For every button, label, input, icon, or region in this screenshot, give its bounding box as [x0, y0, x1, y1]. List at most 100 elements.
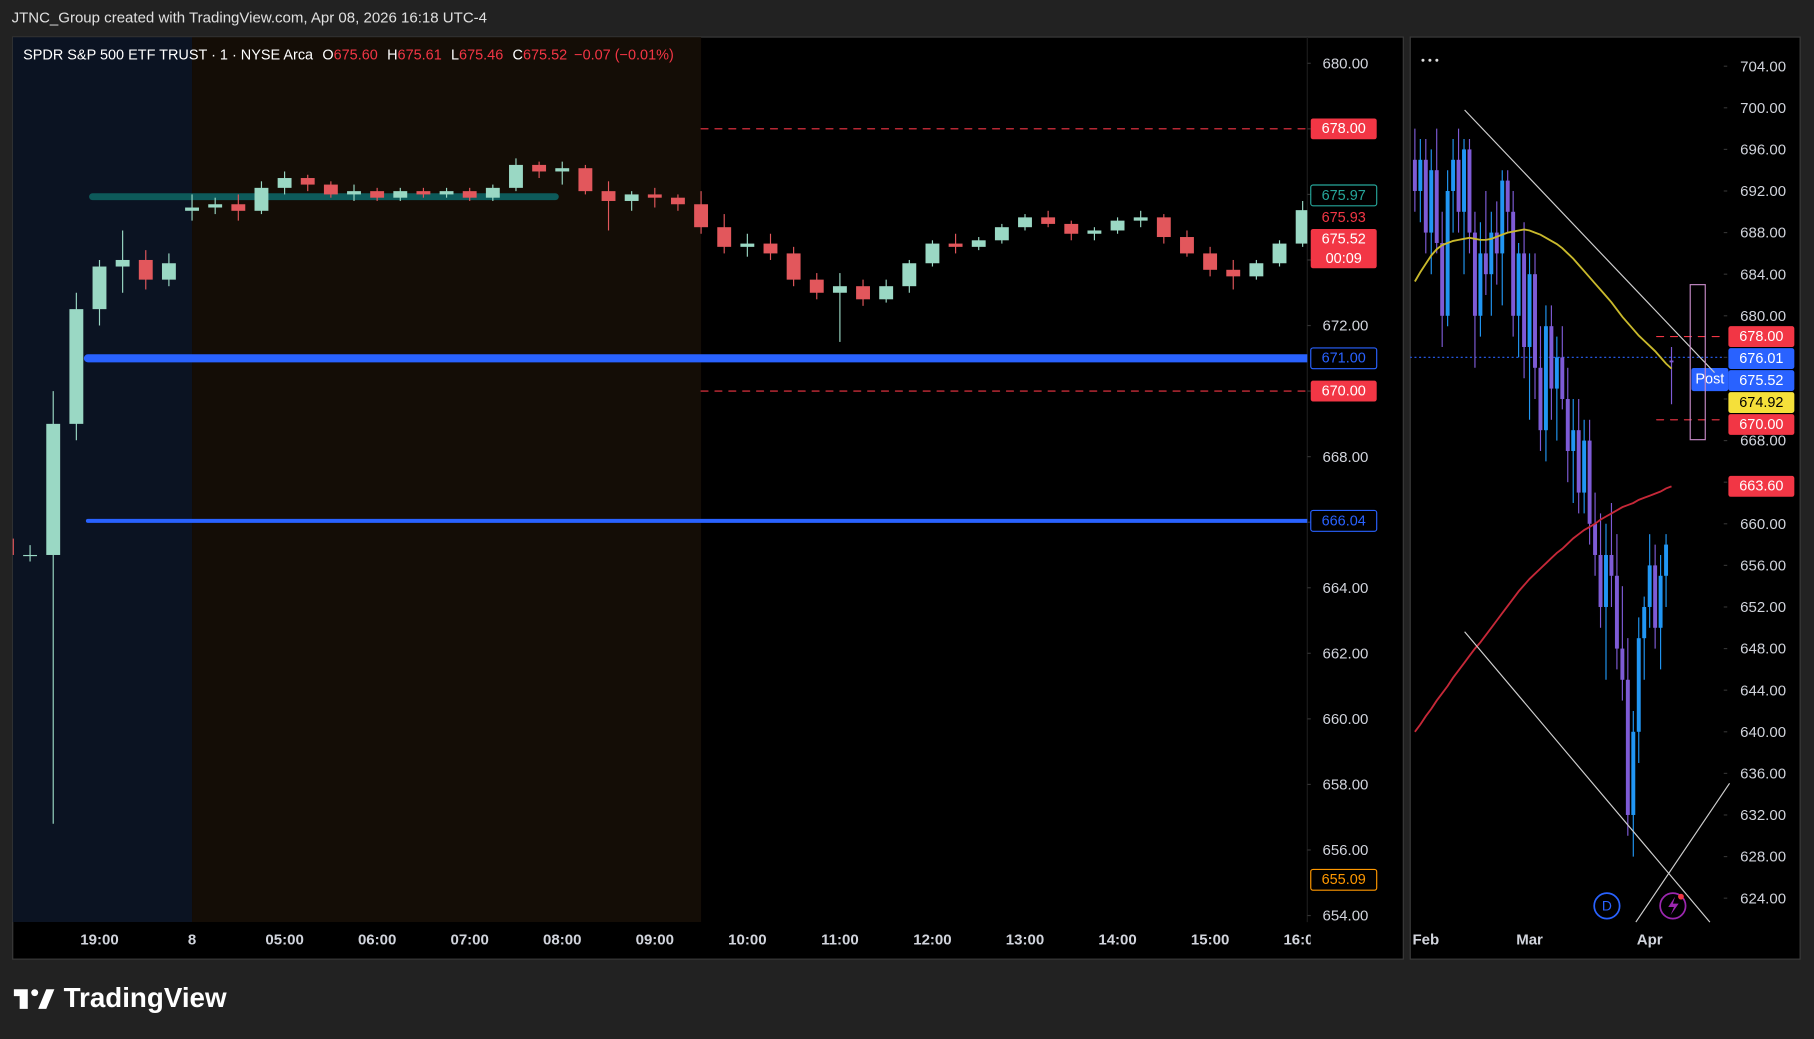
- x-tick-label: 12:00: [913, 932, 951, 949]
- candle-body: [1642, 606, 1647, 639]
- candle-body: [1505, 180, 1510, 212]
- plot-area: [1410, 128, 1724, 857]
- candle-body: [1110, 220, 1125, 231]
- lightning-icon: [1668, 896, 1679, 916]
- candle-body: [994, 227, 1009, 241]
- trend-line: [1464, 109, 1715, 373]
- session-background: [12, 37, 193, 923]
- candle-body: [1604, 554, 1608, 607]
- candle-body: [1467, 149, 1472, 233]
- price-tag-label: 675.93: [1322, 210, 1366, 226]
- x-tick-label: 19:00: [80, 932, 118, 949]
- event-badge[interactable]: [1659, 892, 1687, 920]
- price-tag-label: 671.00: [1322, 351, 1366, 367]
- candle-body: [1565, 398, 1570, 451]
- candle-body: [1631, 731, 1636, 815]
- x-tick-label: 09:00: [636, 932, 674, 949]
- menu-dot[interactable]: [1421, 58, 1425, 62]
- x-tick-label: Apr: [1637, 932, 1663, 949]
- candle-body: [69, 309, 84, 424]
- candle-body: [1538, 367, 1543, 431]
- moving-average: [1414, 228, 1673, 370]
- candle-body: [532, 164, 547, 172]
- x-tick-label: 07:00: [450, 932, 488, 949]
- price-tag: [1310, 184, 1378, 207]
- symbol-title: SPDR S&P 500 ETF TRUST · 1 · NYSE Arca: [23, 47, 314, 63]
- post-label: Post: [1695, 371, 1724, 387]
- y-tick-label: 644.00: [1740, 682, 1786, 699]
- candle-body: [647, 194, 662, 198]
- price-tag-label: 675.52: [1322, 232, 1366, 248]
- x-tick-label: 10:00: [728, 932, 766, 949]
- candle-body: [462, 191, 477, 198]
- menu-dot[interactable]: [1435, 58, 1439, 62]
- x-tick-label: 8: [188, 932, 196, 949]
- y-tick-label: 664.00: [1322, 580, 1368, 597]
- candle-body: [1554, 357, 1559, 389]
- candle-body: [786, 253, 801, 280]
- candle-body: [763, 243, 778, 254]
- candle-body: [902, 263, 917, 287]
- candle-body: [1587, 440, 1592, 524]
- menu-dot[interactable]: [1428, 58, 1432, 62]
- x-tick-label: 16:00: [1283, 932, 1321, 949]
- candle-body: [1203, 253, 1218, 270]
- price-tag: [1728, 326, 1795, 348]
- price-tag: [1310, 380, 1377, 402]
- candle-body: [1543, 326, 1548, 431]
- candle-body: [1533, 274, 1537, 368]
- candle-body: [832, 286, 847, 293]
- x-tick-label: 15:00: [1191, 932, 1229, 949]
- session-background: [192, 37, 702, 923]
- x-tick-label: 08:00: [543, 932, 581, 949]
- dividend-badge[interactable]: [1593, 892, 1621, 920]
- candle-body: [1609, 554, 1614, 576]
- right-drawings: D: [1421, 58, 1731, 923]
- candle-body: [856, 286, 870, 300]
- countdown: 00:09: [1326, 251, 1362, 267]
- price-tag-label: 675.97: [1322, 188, 1366, 204]
- price-tag: [1310, 509, 1378, 532]
- candle-body: [925, 243, 940, 264]
- candle-body: [1500, 180, 1505, 254]
- candle-body: [1249, 263, 1264, 277]
- plot-area: [12, 37, 1308, 923]
- price-tag-label: 666.04: [1322, 513, 1366, 529]
- y-tick-label: 656.00: [1322, 842, 1368, 859]
- y-tick-label: 632.00: [1740, 807, 1786, 824]
- attribution: JTNC_Group created with TradingView.com,…: [12, 10, 487, 27]
- y-tick-label: 648.00: [1740, 641, 1786, 658]
- ohlc-value: 675.46: [459, 47, 503, 63]
- candle-body: [601, 191, 616, 201]
- candle-body: [1180, 237, 1194, 254]
- candle-body: [1669, 360, 1674, 363]
- candle-body: [1472, 232, 1477, 316]
- candle-body: [1456, 159, 1461, 212]
- y-tick-label: 658.00: [1322, 777, 1368, 794]
- price-tag-label: 655.09: [1322, 872, 1366, 888]
- candle-body: [1418, 159, 1423, 191]
- price-tag-label: 676.01: [1739, 351, 1783, 367]
- change: −0.07 (−0.01%): [574, 47, 674, 63]
- price-tag-label: 678.00: [1739, 329, 1783, 345]
- candle-body: [809, 279, 824, 293]
- candle-body: [1560, 357, 1565, 399]
- candle-body: [92, 266, 107, 310]
- logo-mark: [38, 989, 55, 1009]
- logo-mark: [13, 989, 28, 1009]
- candle-body: [1571, 430, 1576, 451]
- price-tag: [1728, 414, 1795, 435]
- trend-line: [1635, 782, 1731, 923]
- y-tick-label: 704.00: [1740, 58, 1786, 75]
- ohlc-key: C: [513, 47, 523, 63]
- candle-body: [185, 207, 199, 211]
- ohlc-key: H: [387, 47, 397, 63]
- price-tag: [1728, 475, 1795, 497]
- y-tick-label: 672.00: [1322, 318, 1368, 335]
- candle-body: [1429, 170, 1434, 233]
- candle-body: [1522, 253, 1527, 347]
- candle-body: [670, 197, 685, 205]
- candle-body: [1582, 440, 1587, 493]
- right-pane: [1409, 36, 1801, 960]
